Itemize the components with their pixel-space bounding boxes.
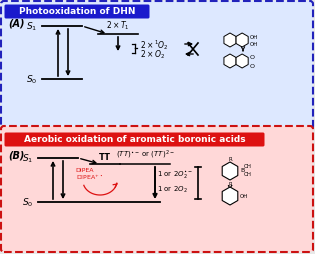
Text: TT: TT [99,152,111,161]
Polygon shape [222,162,238,180]
Text: OH: OH [250,42,259,47]
Text: Aerobic oxidation of aromatic boronic acids: Aerobic oxidation of aromatic boronic ac… [24,135,246,144]
Text: R: R [228,156,232,161]
Polygon shape [224,34,236,48]
Text: O: O [250,64,255,69]
Polygon shape [236,34,248,48]
Polygon shape [236,55,248,69]
FancyBboxPatch shape [4,6,150,19]
Text: $(TT)^{\bullet-}$ or $(TT)^{2-}$: $(TT)^{\bullet-}$ or $(TT)^{2-}$ [116,148,174,160]
Text: R: R [228,181,232,186]
Text: DIPEA$^{+\bullet}$: DIPEA$^{+\bullet}$ [77,173,104,182]
FancyBboxPatch shape [1,2,313,130]
Text: OH: OH [244,171,252,176]
Text: Photooxidation of DHN: Photooxidation of DHN [19,7,135,17]
FancyBboxPatch shape [1,126,313,252]
Text: $1$ or $2O_2^{\bullet-}$: $1$ or $2O_2^{\bullet-}$ [157,169,193,180]
Polygon shape [224,55,236,69]
Text: O: O [250,54,255,59]
Polygon shape [222,187,238,205]
Text: (A): (A) [8,18,25,28]
Text: $S_1$: $S_1$ [26,21,37,33]
Text: DIPEA: DIPEA [76,168,94,173]
Text: OH: OH [240,194,248,199]
Text: $1$ or $2O_2$: $1$ or $2O_2$ [157,184,188,194]
Text: $S_0$: $S_0$ [22,196,33,209]
Text: OH: OH [250,35,259,40]
Text: B: B [240,167,244,172]
Text: $2\times{}^1O_2$: $2\times{}^1O_2$ [140,38,169,52]
Text: $2\times O_2$: $2\times O_2$ [140,49,165,61]
Text: $S_1$: $S_1$ [22,152,33,165]
Text: OH: OH [244,164,252,169]
Text: (B): (B) [8,149,24,159]
FancyBboxPatch shape [4,133,265,147]
Text: $2\times T_1$: $2\times T_1$ [106,19,130,32]
Text: $S_0$: $S_0$ [26,73,37,86]
